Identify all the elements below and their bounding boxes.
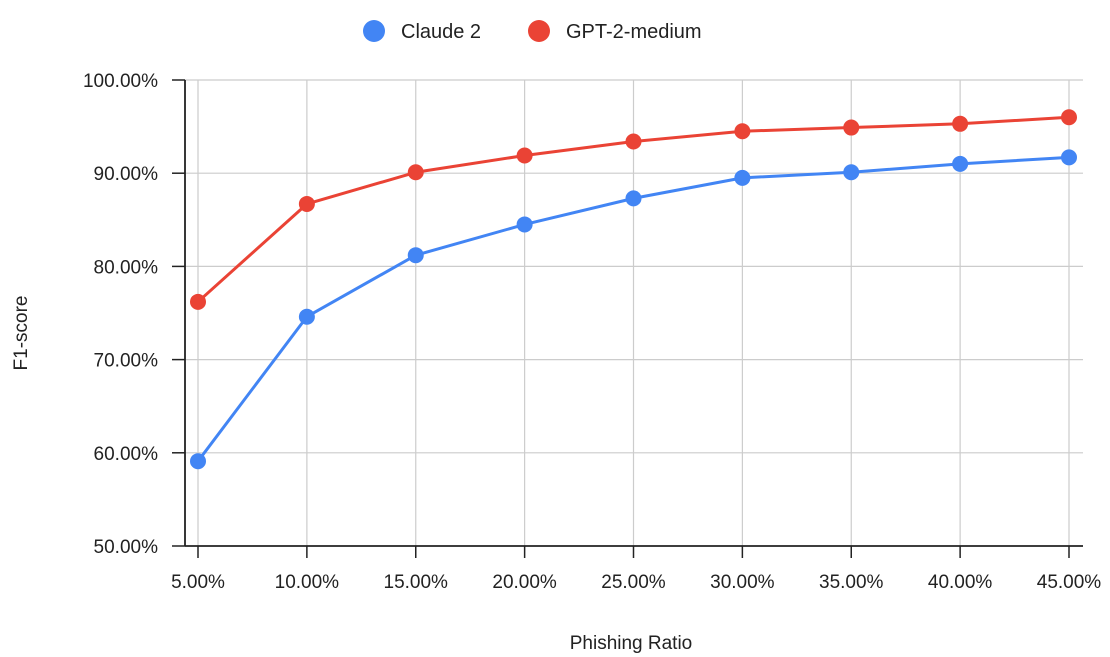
x-tick-label: 45.00% xyxy=(1037,572,1102,593)
gridlines xyxy=(185,79,1083,546)
legend-label: GPT-2-medium xyxy=(566,21,702,43)
series xyxy=(190,109,1077,470)
legend: Claude 2 GPT-2-medium xyxy=(363,20,702,43)
data-point-gpt-2-medium xyxy=(952,115,969,132)
x-tick-label: 15.00% xyxy=(384,572,449,593)
x-tick-label: 40.00% xyxy=(928,572,993,593)
data-point-gpt-2-medium xyxy=(625,133,642,150)
data-point-gpt-2-medium xyxy=(407,164,424,181)
y-axis-title: F1-score xyxy=(11,296,32,371)
legend-marker xyxy=(363,20,385,42)
data-point-claude-2 xyxy=(298,308,315,325)
legend-item-claude-2: Claude 2 xyxy=(363,20,481,43)
legend-item-gpt-2-medium: GPT-2-medium xyxy=(528,20,702,43)
x-axis-title: Phishing Ratio xyxy=(570,633,693,654)
data-point-gpt-2-medium xyxy=(734,123,751,140)
y-tick-label: 100.00% xyxy=(83,71,158,92)
data-point-claude-2 xyxy=(1061,149,1077,166)
data-point-claude-2 xyxy=(843,164,860,181)
data-point-gpt-2-medium xyxy=(843,119,860,136)
legend-marker xyxy=(528,20,550,42)
axes: 50.00% 60.00% 70.00% 80.00% 90.00% 100.00% 5.0… xyxy=(83,71,1101,593)
data-point-gpt-2-medium xyxy=(1061,109,1077,126)
y-tick-label: 50.00% xyxy=(94,537,159,558)
series-claude-2 xyxy=(190,149,1077,470)
data-point-gpt-2-medium xyxy=(190,293,206,310)
x-tick-label: 35.00% xyxy=(819,572,884,593)
data-point-claude-2 xyxy=(190,453,206,470)
x-tick-label: 5.00% xyxy=(171,572,225,593)
x-tick-label: 10.00% xyxy=(275,572,340,593)
data-point-claude-2 xyxy=(625,190,642,207)
y-tick-label: 90.00% xyxy=(94,164,159,185)
data-point-gpt-2-medium xyxy=(298,195,315,212)
data-point-claude-2 xyxy=(734,169,751,186)
y-tick-label: 70.00% xyxy=(94,351,159,372)
y-tick-label: 80.00% xyxy=(94,257,159,278)
y-tick-label: 60.00% xyxy=(94,444,159,465)
x-tick-label: 20.00% xyxy=(492,572,557,593)
x-tick-label: 25.00% xyxy=(601,572,666,593)
data-point-claude-2 xyxy=(516,216,533,233)
legend-label: Claude 2 xyxy=(401,21,481,43)
data-point-claude-2 xyxy=(407,247,424,264)
series-gpt-2-medium xyxy=(190,109,1077,310)
data-point-claude-2 xyxy=(952,155,969,172)
x-tick-label: 30.00% xyxy=(710,572,775,593)
data-point-gpt-2-medium xyxy=(516,147,533,164)
